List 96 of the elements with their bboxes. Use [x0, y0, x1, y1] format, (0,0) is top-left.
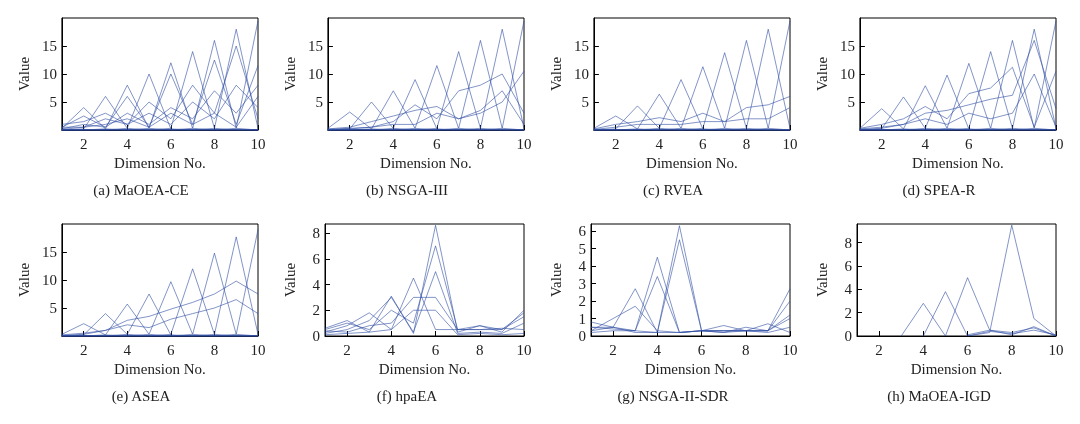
x-tick-label: 4 [387, 341, 396, 358]
x-tick-label: 4 [123, 135, 132, 152]
y-tick-label: 2 [312, 302, 320, 319]
x-tick-label: 10 [250, 341, 266, 358]
text: (b) NSGA-III [365, 181, 449, 199]
x-tick-label: 8 [210, 341, 219, 358]
x-tick-label: 6 [433, 135, 442, 152]
x-tick-label: 6 [167, 341, 176, 358]
text: (e) ASEA [111, 387, 171, 405]
y-axis-title: Value [15, 56, 32, 92]
text: (c) RVEA [642, 181, 704, 199]
y-tick-label: 10 [41, 66, 57, 82]
y-tick-label: 6 [312, 250, 321, 267]
y-tick-label: 15 [307, 38, 323, 54]
x-tick-label: 10 [1048, 135, 1064, 152]
y-tick-label: 15 [573, 38, 589, 54]
y-tick-label: 15 [839, 38, 855, 54]
y-tick-label: 5 [581, 94, 589, 110]
x-tick-label: 8 [210, 135, 219, 152]
x-axis-title: Dimension No. [114, 155, 206, 172]
x-tick-label: 2 [875, 341, 883, 358]
y-tick-label: 2 [844, 304, 852, 321]
y-tick-label: 5 [315, 94, 323, 110]
text: (g) NSGA-II-SDR [617, 387, 729, 405]
y-axis-title: Value [281, 56, 298, 92]
x-tick-label: 2 [79, 135, 88, 152]
x-tick-label: 4 [653, 341, 662, 358]
y-tick-label: 15 [41, 244, 57, 260]
y-axis-title: Value [547, 56, 564, 92]
x-tick-label: 2 [345, 135, 354, 152]
x-axis-title: Dimension No. [912, 155, 1004, 172]
y-tick-label: 0 [312, 328, 320, 344]
x-tick-label: 4 [655, 135, 664, 152]
x-tick-label: 6 [697, 341, 706, 358]
x-tick-label: 4 [921, 135, 930, 152]
y-tick-label: 4 [578, 258, 587, 274]
y-tick-label: 8 [844, 234, 852, 251]
x-tick-label: 10 [1048, 341, 1064, 358]
x-tick-label: 4 [389, 135, 398, 152]
y-tick-label: 2 [578, 293, 586, 309]
y-tick-label: 6 [844, 258, 853, 274]
x-tick-label: 10 [516, 135, 532, 152]
y-axis-title: Value [281, 262, 298, 298]
text: (a) MaOEA-CE [93, 181, 189, 199]
x-axis-title: Dimension No. [910, 361, 1003, 378]
y-tick-label: 3 [578, 275, 586, 292]
y-tick-label: 8 [312, 225, 320, 242]
x-tick-label: 2 [877, 135, 886, 152]
y-tick-label: 10 [41, 272, 57, 288]
y-axis-title: Value [813, 262, 830, 298]
y-axis-title: Value [813, 56, 830, 92]
x-tick-label: 10 [250, 135, 266, 152]
y-tick-label: 10 [573, 66, 589, 82]
y-tick-label: 4 [312, 276, 321, 293]
y-tick-label: 5 [49, 94, 57, 110]
x-tick-label: 10 [516, 341, 532, 358]
x-tick-label: 2 [609, 341, 617, 358]
x-tick-label: 2 [79, 341, 88, 358]
y-tick-label: 0 [578, 328, 586, 344]
x-tick-label: 10 [782, 341, 798, 358]
y-axis-title: Value [547, 262, 564, 298]
x-axis-title: Dimension No. [380, 155, 472, 172]
x-tick-label: 8 [742, 341, 750, 358]
x-tick-label: 6 [965, 135, 974, 152]
x-tick-label: 2 [611, 135, 620, 152]
y-tick-label: 1 [578, 310, 586, 327]
x-tick-label: 4 [123, 341, 132, 358]
x-axis-title: Dimension No. [114, 361, 206, 378]
x-tick-label: 6 [167, 135, 176, 152]
x-axis-title: Dimension No. [378, 361, 471, 378]
y-tick-label: 10 [307, 66, 323, 82]
x-axis-title: Dimension No. [644, 361, 737, 378]
y-tick-label: 4 [844, 281, 853, 298]
x-tick-label: 8 [476, 341, 484, 358]
x-tick-label: 4 [919, 341, 928, 358]
text: (h) MaOEA-IGD [887, 387, 992, 405]
x-tick-label: 10 [782, 135, 798, 152]
text: (d) SPEA-R [902, 181, 976, 199]
y-tick-label: 6 [578, 223, 587, 239]
y-tick-label: 5 [49, 300, 57, 316]
y-tick-label: 5 [578, 240, 586, 257]
x-tick-label: 8 [742, 135, 751, 152]
x-tick-label: 2 [343, 341, 351, 358]
y-tick-label: 5 [847, 94, 855, 110]
text: (f) hpaEA [376, 387, 438, 405]
y-tick-label: 0 [844, 328, 852, 344]
x-tick-label: 8 [1008, 341, 1016, 358]
x-tick-label: 8 [476, 135, 485, 152]
x-tick-label: 6 [431, 341, 440, 358]
x-axis-title: Dimension No. [646, 155, 738, 172]
y-tick-label: 10 [839, 66, 855, 82]
y-axis-title: Value [15, 262, 32, 298]
x-tick-label: 6 [963, 341, 972, 358]
x-tick-label: 6 [699, 135, 708, 152]
y-tick-label: 15 [41, 38, 57, 54]
x-tick-label: 8 [1008, 135, 1017, 152]
